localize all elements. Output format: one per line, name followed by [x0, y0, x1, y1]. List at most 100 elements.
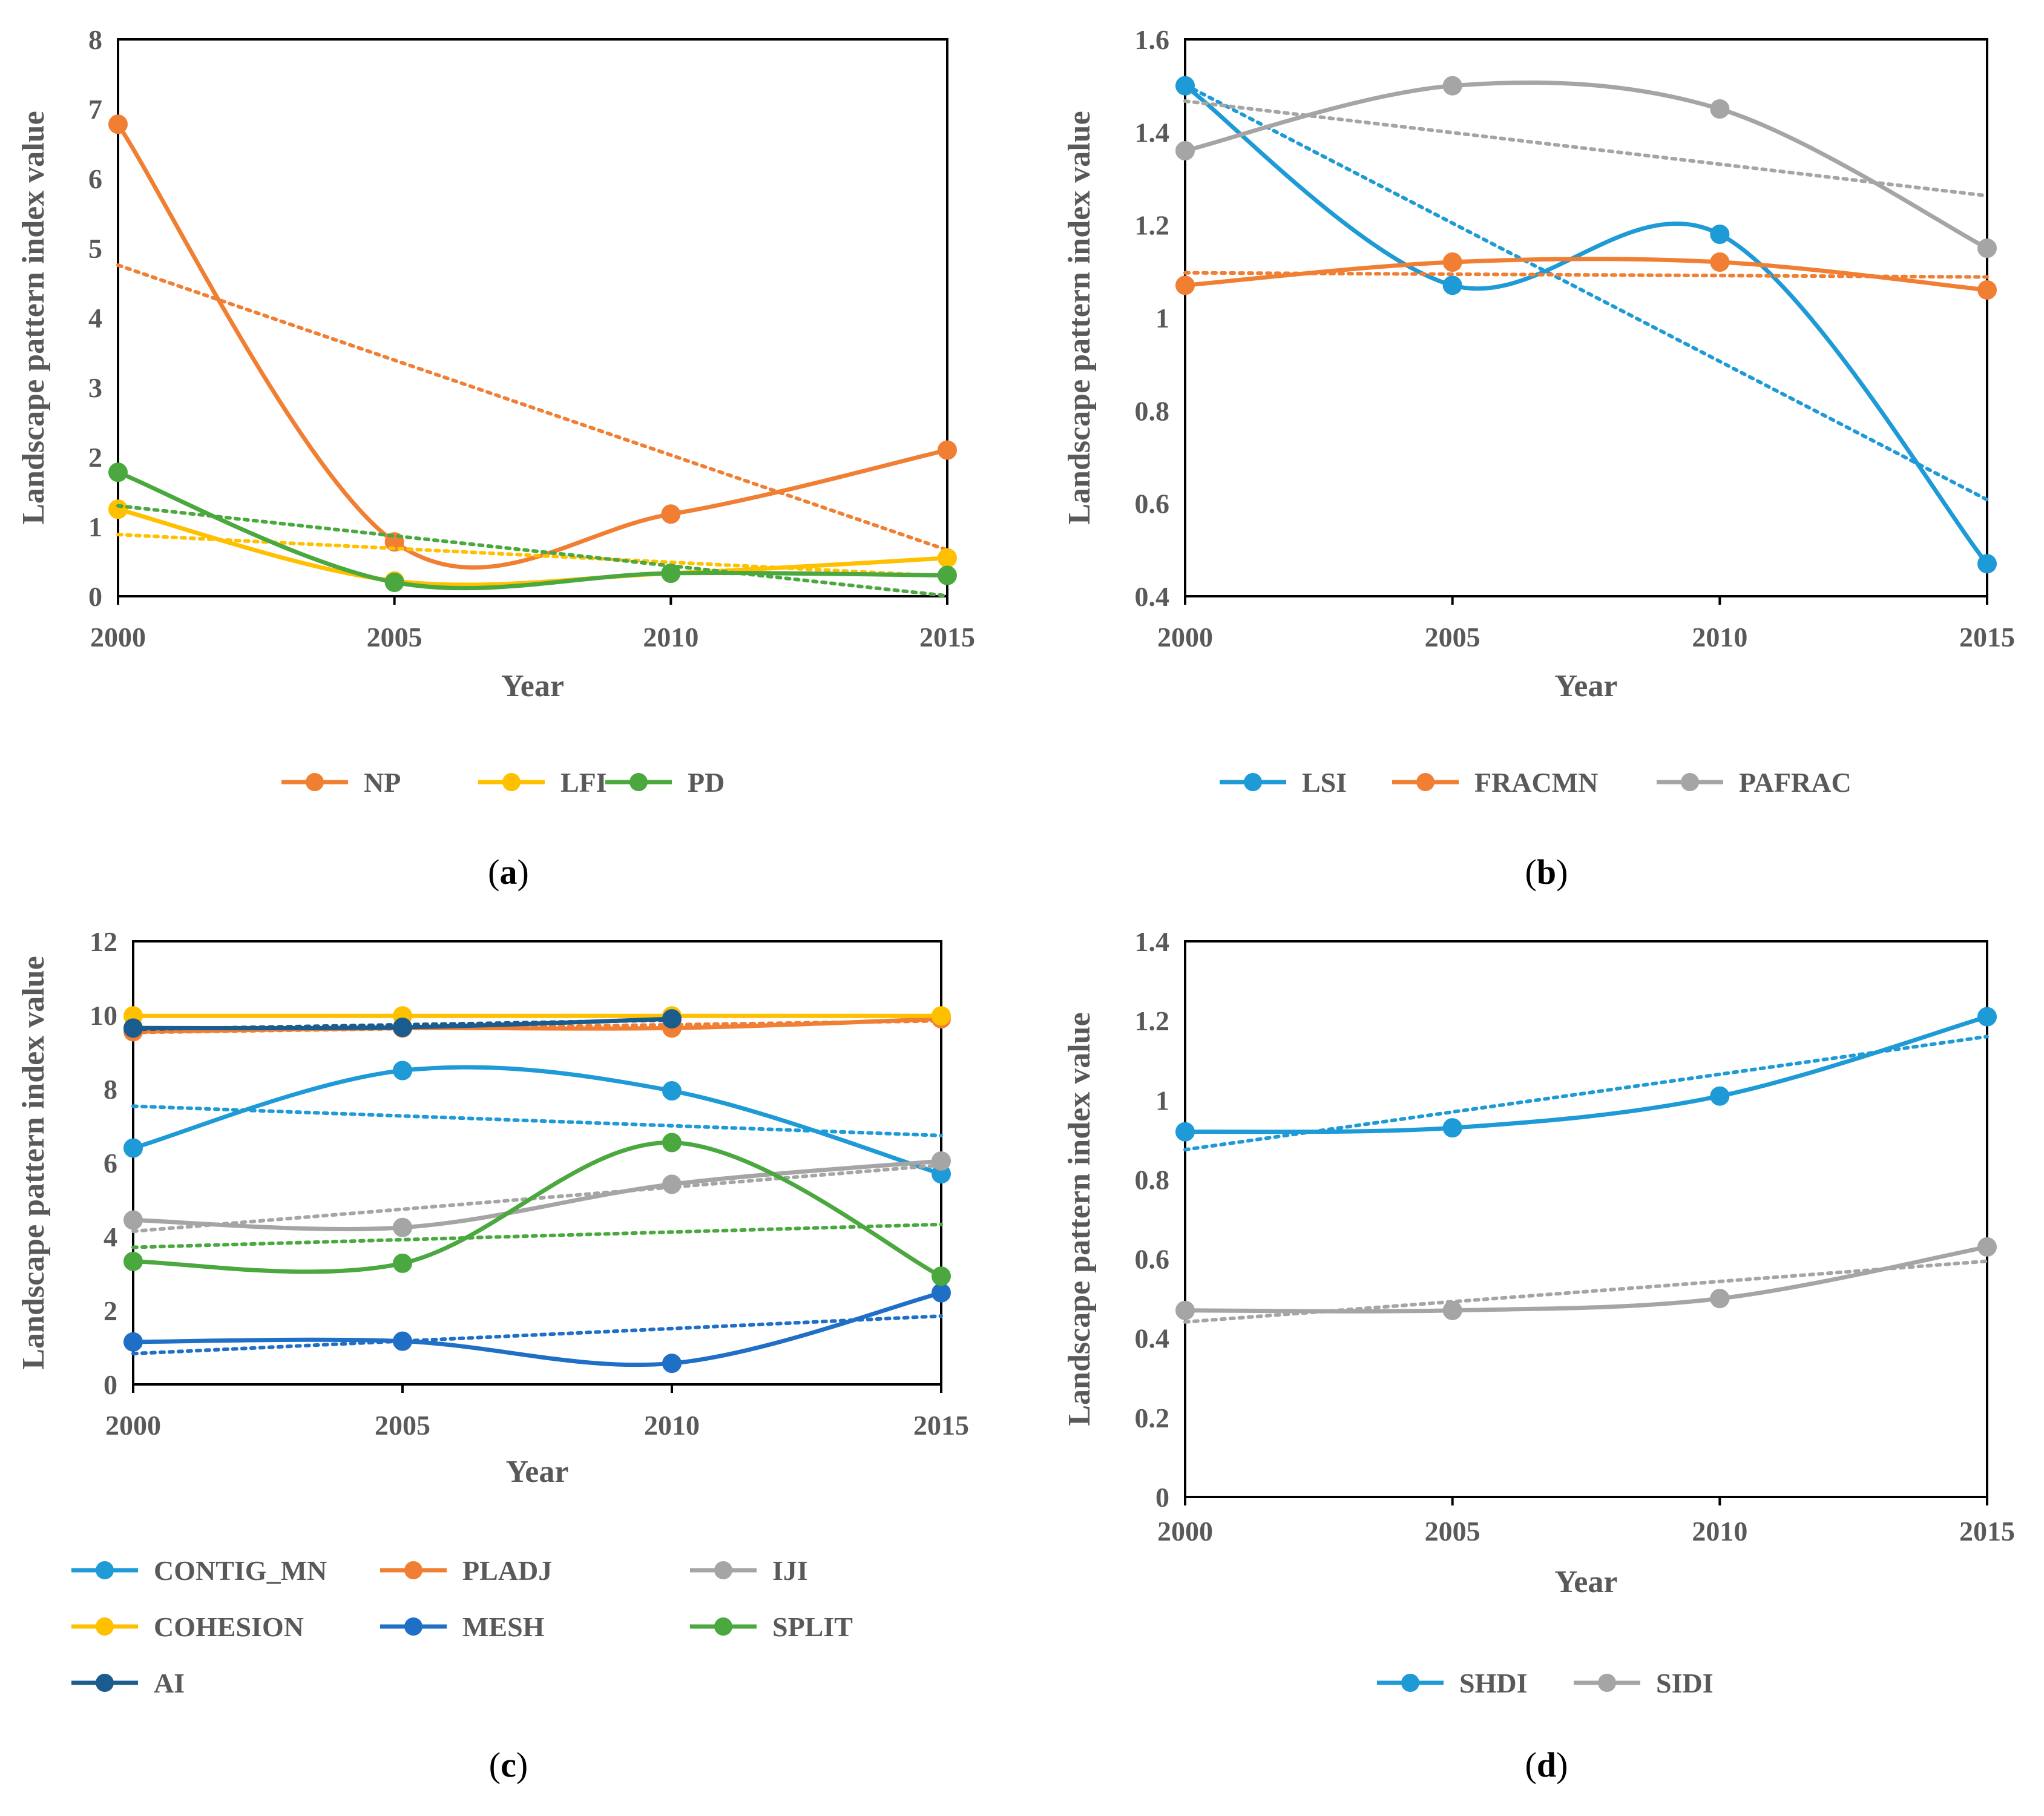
- trendline: [131, 1163, 943, 1234]
- series-mesh: [123, 1283, 951, 1374]
- y-tick-label: 1.4: [1135, 117, 1170, 148]
- x-tick-label: 2015: [919, 622, 975, 653]
- series-line: [1183, 1245, 1990, 1314]
- series-line: [1183, 1015, 1990, 1134]
- data-point: [932, 1006, 951, 1026]
- y-tick-label: 3: [88, 372, 102, 403]
- data-point: [1442, 275, 1462, 295]
- series-line: [131, 1159, 944, 1231]
- series-line: [1183, 80, 1990, 251]
- legend-item-mesh: MESH: [380, 1611, 545, 1642]
- series-contig_mn: [123, 1061, 951, 1184]
- legend-item-contig_mn: CONTIG_MN: [71, 1555, 327, 1586]
- y-tick-label: 0.4: [1135, 581, 1170, 612]
- x-tick-label: 2005: [1425, 622, 1480, 653]
- data-point: [1175, 1300, 1195, 1320]
- x-tick-label: 2000: [1157, 622, 1213, 653]
- legend-marker: [714, 1561, 732, 1579]
- series-line: [116, 122, 950, 570]
- panel-b: 0.4 0.6 0.8 1 1.2 1.4 1.6 2000 2005 2010 2015 Year L…: [1062, 24, 2015, 892]
- legend-marker: [96, 1561, 114, 1579]
- x-tick-label: 2010: [644, 1410, 700, 1441]
- series-ai: [123, 1009, 682, 1038]
- data-point: [1710, 252, 1730, 272]
- y-axis-title: Landscape pattern index value: [1062, 111, 1097, 524]
- y-tick-label: 1.4: [1135, 926, 1170, 957]
- legend-label: SHDI: [1459, 1668, 1527, 1699]
- y-tick-label: 4: [104, 1222, 117, 1252]
- legend-marker: [306, 773, 324, 791]
- legend-item-lsi: LSI: [1220, 767, 1347, 798]
- legend-item-shdi: SHDI: [1377, 1668, 1527, 1699]
- panel-label: (a): [488, 852, 529, 892]
- data-point: [123, 1332, 143, 1352]
- legend-label: SPLIT: [772, 1611, 853, 1642]
- data-point: [1710, 99, 1730, 119]
- panel-label: (d): [1525, 1745, 1568, 1785]
- panel-label-open: (: [1525, 1745, 1537, 1785]
- y-tick-label: 0.2: [1135, 1403, 1170, 1433]
- legend-item-cohesion: COHESION: [71, 1611, 304, 1642]
- x-tick-label: 2010: [643, 622, 698, 653]
- trendline: [1183, 83, 1989, 502]
- y-tick-label: 0.8: [1135, 1164, 1170, 1195]
- legend-marker: [96, 1674, 114, 1692]
- x-tick-label: 2000: [1157, 1516, 1213, 1547]
- x-tick-label: 2005: [367, 622, 422, 653]
- y-axis-title: Landscape pattern index value: [1062, 1012, 1097, 1426]
- legend-marker: [1598, 1674, 1616, 1692]
- y-tick-label: 1.2: [1135, 210, 1170, 241]
- panel-label: (b): [1525, 852, 1568, 892]
- data-point: [662, 1354, 682, 1374]
- trendline: [1183, 271, 1989, 279]
- panel-label: (c): [489, 1745, 528, 1785]
- trendline: [131, 1314, 943, 1356]
- y-tick-label: 4: [88, 303, 102, 334]
- data-point: [1977, 1007, 1997, 1027]
- trendline: [131, 1222, 943, 1249]
- legend-marker: [1401, 1674, 1419, 1692]
- panel-a: 0 1 2 3 4 5 6 7 8 2000 2005 2010 2015 Year Landscape p…: [16, 24, 975, 892]
- data-point: [1175, 1122, 1195, 1142]
- series-iji: [123, 1151, 951, 1237]
- data-point: [932, 1151, 951, 1171]
- legend-label: PLADJ: [462, 1555, 552, 1586]
- legend-label: MESH: [462, 1611, 545, 1642]
- data-point: [123, 1210, 143, 1230]
- y-axis-title: Landscape pattern index value: [16, 956, 51, 1369]
- data-point: [108, 114, 128, 134]
- panel-c: 0 2 4 6 8 10 12 2000 2005 2010 2015 Year Landscape p…: [16, 926, 969, 1785]
- series-line: [1183, 84, 1990, 566]
- x-tick-label: 2010: [1692, 622, 1747, 653]
- series-line: [131, 1140, 944, 1278]
- series-shdi: [1175, 1007, 1997, 1152]
- y-tick-label: 1: [1155, 303, 1169, 334]
- legend-label: NP: [364, 767, 401, 798]
- y-tick-label: 0: [88, 581, 102, 612]
- panel-label-open: (: [488, 852, 499, 892]
- legend-marker: [1416, 773, 1434, 791]
- legend-marker: [502, 773, 521, 791]
- y-tick-label: 5: [88, 233, 102, 264]
- data-point: [1175, 275, 1195, 295]
- data-point: [393, 1018, 412, 1038]
- data-point: [1710, 1086, 1730, 1106]
- y-tick-label: 1: [88, 512, 102, 542]
- data-point: [661, 504, 681, 524]
- data-point: [123, 1251, 143, 1271]
- data-point: [123, 1138, 143, 1158]
- legend-item-fracmn: FRACMN: [1392, 767, 1598, 798]
- series-line: [1183, 257, 1990, 292]
- series-pafrac: [1175, 76, 1997, 258]
- legend-marker: [404, 1561, 422, 1579]
- y-tick-label: 2: [104, 1295, 117, 1326]
- data-point: [661, 564, 681, 584]
- legend-label: IJI: [772, 1555, 808, 1586]
- legend-item-pd: PD: [605, 767, 725, 798]
- trendline: [1183, 99, 1989, 198]
- series-line: [131, 1065, 944, 1176]
- panel-label-letter: b: [1537, 852, 1556, 892]
- y-tick-label: 8: [88, 24, 102, 55]
- trendline: [131, 1104, 943, 1137]
- y-tick-label: 0.6: [1135, 1244, 1170, 1275]
